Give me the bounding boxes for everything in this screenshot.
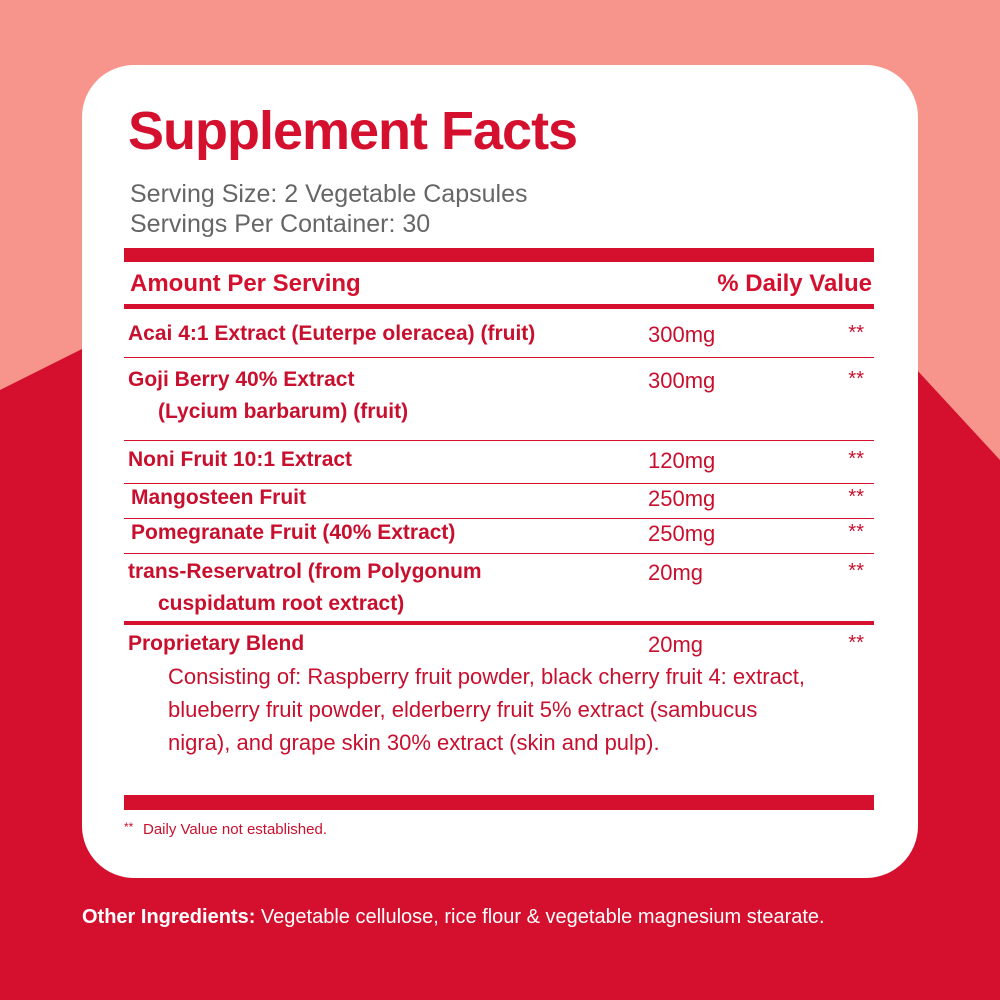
ingredient-name: (Lycium barbarum) (fruit) [158, 400, 409, 423]
ingredient-name: Mangosteen Fruit [131, 486, 307, 509]
blend-description: nigra), and grape skin 30% extract (skin… [168, 730, 660, 755]
facts-card [82, 65, 918, 878]
daily-value: ** [848, 322, 864, 344]
daily-value: ** [848, 448, 864, 470]
daily-value: ** [848, 368, 864, 390]
row-divider [124, 483, 874, 484]
row-divider [124, 357, 874, 358]
divider [124, 795, 874, 810]
divider [124, 248, 874, 262]
row-divider [124, 621, 874, 625]
amount: 250mg [648, 521, 716, 546]
amount: 250mg [648, 486, 716, 511]
amount: 300mg [648, 322, 716, 347]
amount: 20mg [648, 632, 704, 657]
other-text: Vegetable cellulose, rice flour & vegeta… [260, 906, 825, 928]
footnote-marker: ** [124, 820, 134, 834]
daily-value: ** [848, 560, 864, 582]
header-amount: Amount Per Serving [130, 270, 361, 297]
daily-value: ** [848, 486, 864, 508]
row-divider [124, 440, 874, 441]
title: Supplement Facts [128, 101, 578, 161]
amount: 20mg [648, 560, 704, 585]
footnote: Daily Value not established. [143, 821, 327, 838]
ingredient-name: Proprietary Blend [128, 632, 305, 655]
other-label: Other Ingredients: [82, 906, 256, 928]
ingredient-name: cuspidatum root extract) [158, 592, 405, 615]
servings-per-container: Servings Per Container: 30 [130, 210, 431, 238]
divider [124, 304, 874, 309]
row-divider [124, 553, 874, 554]
amount: 300mg [648, 368, 716, 393]
blend-description: Consisting of: Raspberry fruit powder, b… [168, 664, 806, 689]
ingredient-name: Goji Berry 40% Extract [128, 368, 355, 391]
header-dv: % Daily Value [717, 270, 872, 297]
row-divider [124, 518, 874, 519]
blend-description: blueberry fruit powder, elderberry fruit… [168, 697, 758, 722]
ingredient-name: Pomegranate Fruit (40% Extract) [131, 521, 456, 544]
ingredient-name: Noni Fruit 10:1 Extract [128, 448, 353, 471]
other-ingredients: Other Ingredients: Vegetable cellulose, … [82, 906, 825, 929]
ingredient-name: trans-Reservatrol (from Polygonum [128, 560, 482, 583]
ingredient-name: Acai 4:1 Extract (Euterpe oleracea) (fru… [128, 322, 536, 345]
amount: 120mg [648, 448, 716, 473]
serving-size: Serving Size: 2 Vegetable Capsules [130, 180, 528, 208]
daily-value: ** [848, 632, 864, 654]
daily-value: ** [848, 521, 864, 543]
